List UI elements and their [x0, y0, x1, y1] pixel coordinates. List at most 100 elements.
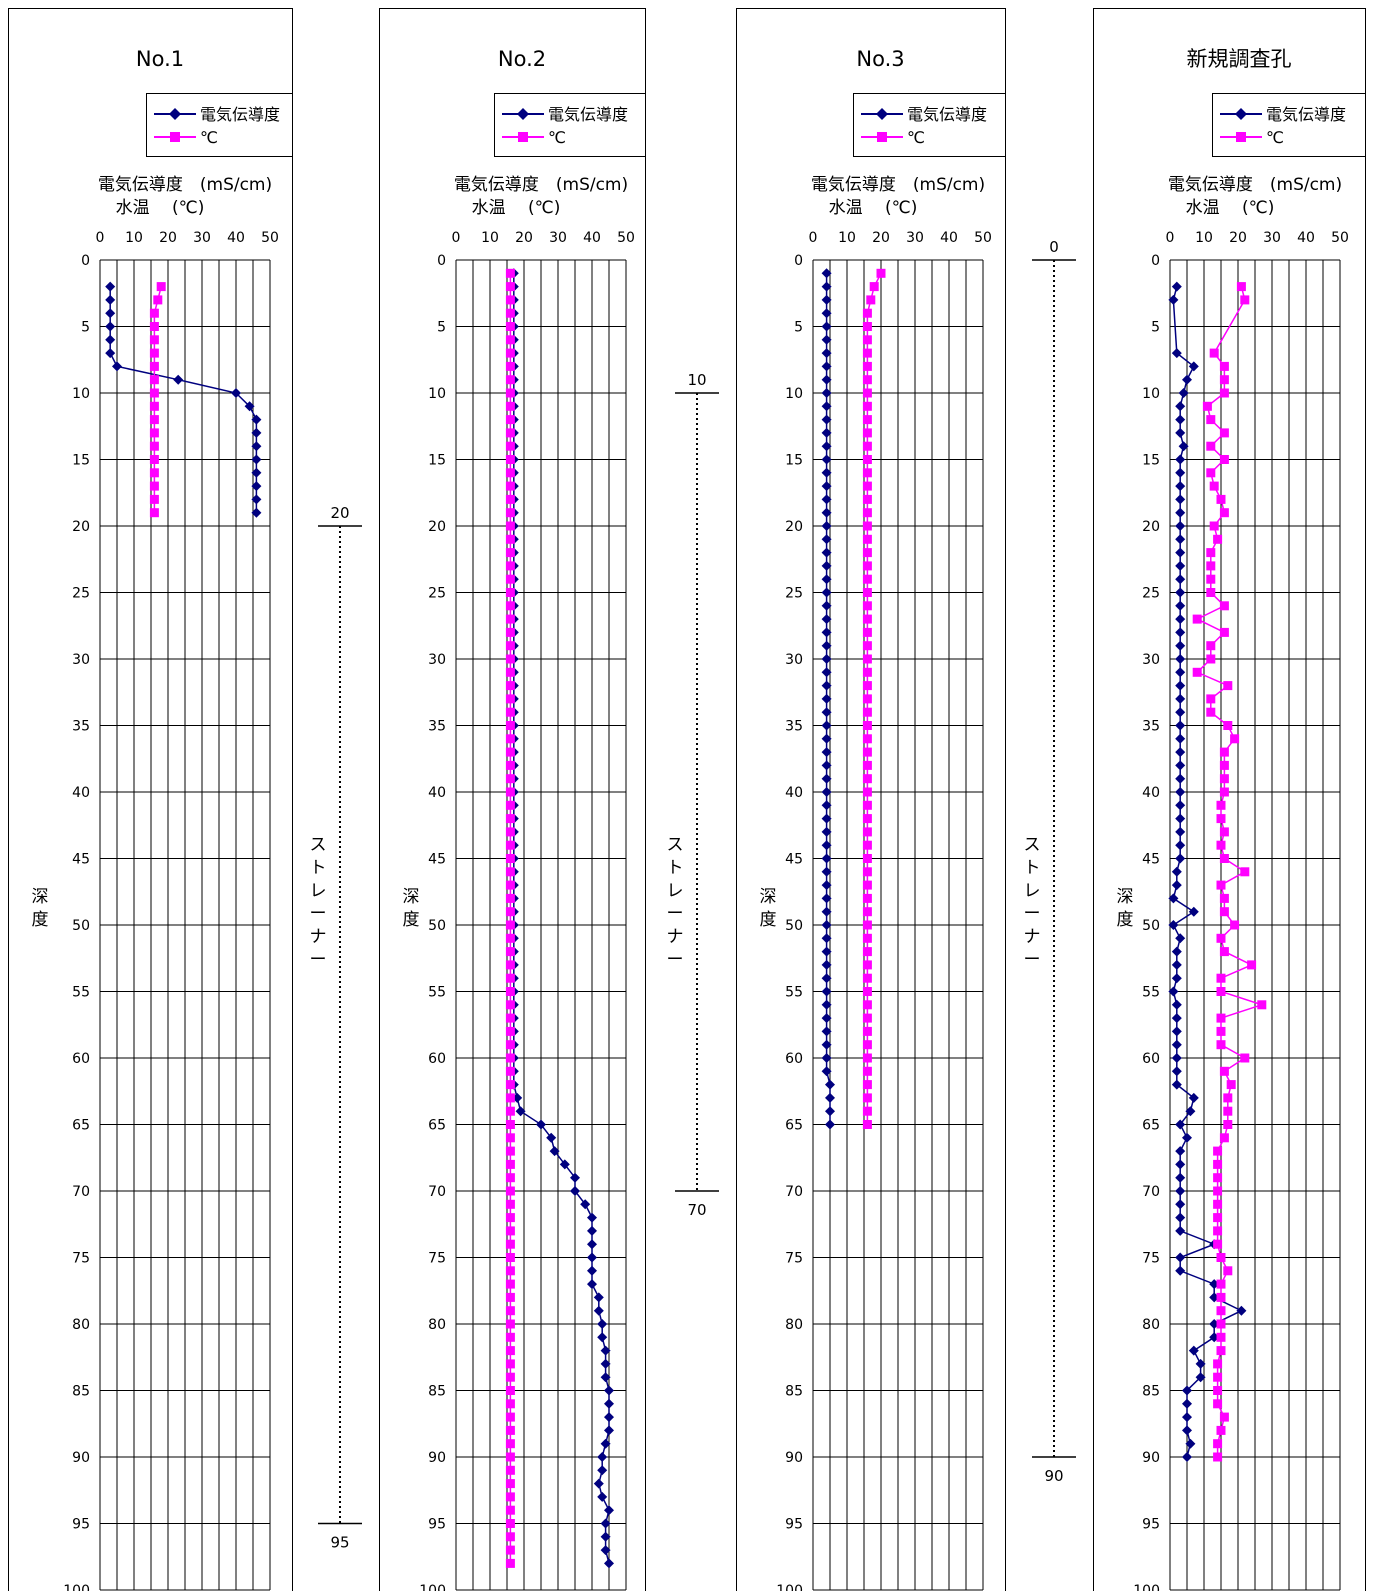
y-axis-label: 深度	[32, 887, 49, 930]
data-point	[150, 402, 159, 411]
data-point	[863, 827, 872, 836]
x-tick-label: 30	[906, 230, 924, 246]
data-point	[506, 575, 515, 584]
data-point	[1220, 1413, 1229, 1422]
strainer-label-char: ト	[310, 858, 327, 878]
data-point	[1206, 655, 1215, 664]
y-tick-label: 30	[72, 652, 90, 668]
data-point	[1206, 442, 1215, 451]
legend-marker-temperature	[518, 132, 528, 142]
data-point	[863, 428, 872, 437]
data-point	[506, 1107, 515, 1116]
data-point	[1175, 814, 1185, 824]
data-point	[1217, 1306, 1226, 1315]
data-point	[1217, 1346, 1226, 1355]
data-point	[1220, 894, 1229, 903]
data-point	[863, 788, 872, 797]
data-point	[1182, 375, 1192, 385]
data-point	[1240, 1054, 1249, 1063]
data-point	[597, 1319, 607, 1329]
x-axis-label-conductivity: 電気伝導度 (mS/cm)	[1168, 175, 1342, 195]
data-point	[506, 867, 515, 876]
chart-panel-3: No.3電気伝導度℃電気伝導度 (mS/cm)水温 (℃)0 10 20 30 40 50…	[737, 9, 1006, 1591]
x-tick-label: 40	[1297, 230, 1315, 246]
data-point	[863, 655, 872, 664]
plot-grid	[1170, 260, 1340, 1590]
data-point	[506, 708, 515, 717]
data-point	[1220, 774, 1229, 783]
data-point	[506, 1320, 515, 1329]
data-point	[1217, 801, 1226, 810]
data-point	[1220, 375, 1229, 384]
data-point	[506, 322, 515, 331]
y-tick-label: 40	[785, 785, 803, 801]
data-point	[863, 455, 872, 464]
x-tick-label: 40	[227, 230, 245, 246]
data-point	[863, 389, 872, 398]
data-point	[604, 1425, 614, 1435]
data-point	[604, 1386, 614, 1396]
y-tick-label: 10	[785, 386, 803, 402]
data-point	[506, 1226, 515, 1235]
data-point	[506, 1213, 515, 1222]
data-point	[506, 1080, 515, 1089]
chart-title: 新規調査孔	[1187, 47, 1292, 71]
strainer-label-char: レ	[1024, 881, 1041, 901]
strainer-label: ストレーナー	[310, 835, 327, 970]
strainer-label: ストレーナー	[667, 835, 684, 970]
data-point	[1213, 1213, 1222, 1222]
data-point	[506, 1014, 515, 1023]
data-point	[1175, 614, 1185, 624]
data-point	[506, 1147, 515, 1156]
strainer-indicator: 090ストレーナー	[1024, 238, 1077, 1485]
series-line	[514, 273, 609, 1563]
data-point	[1237, 282, 1246, 291]
y-tick-label: 50	[1142, 918, 1160, 934]
data-point	[1223, 1266, 1232, 1275]
data-point	[1220, 788, 1229, 797]
data-point	[506, 1253, 515, 1262]
data-point	[863, 495, 872, 504]
data-point	[863, 721, 872, 730]
data-point	[1175, 494, 1185, 504]
data-point	[1175, 548, 1185, 558]
data-point	[506, 788, 515, 797]
y-tick-label: 45	[72, 852, 90, 868]
data-point	[150, 322, 159, 331]
data-point	[863, 575, 872, 584]
x-axis-label-temperature: 水温 (℃)	[829, 198, 918, 218]
y-axis-label-char: 度	[760, 910, 777, 930]
data-point	[506, 748, 515, 757]
data-point	[1220, 455, 1229, 464]
data-point	[506, 335, 515, 344]
data-point	[1182, 1133, 1192, 1143]
data-point	[1175, 933, 1185, 943]
y-axis-label-char: 度	[403, 910, 420, 930]
y-tick-label: 20	[1142, 519, 1160, 535]
data-point	[506, 734, 515, 743]
data-point	[1175, 1159, 1185, 1169]
data-point	[506, 881, 515, 890]
y-tick-label: 5	[1151, 320, 1160, 336]
data-point	[150, 495, 159, 504]
data-point	[506, 535, 515, 544]
chart-panel-2: No.2電気伝導度℃電気伝導度 (mS/cm)水温 (℃)0 10 20 30 40 50…	[380, 9, 646, 1591]
y-tick-label: 80	[1142, 1317, 1160, 1333]
data-point	[506, 1413, 515, 1422]
data-point	[1213, 1373, 1222, 1382]
data-point	[863, 694, 872, 703]
data-point	[863, 309, 872, 318]
data-point	[863, 1040, 872, 1049]
strainer-bottom-label: 90	[1044, 1467, 1063, 1485]
y-tick-label: 0	[81, 253, 90, 269]
y-tick-label: 85	[1142, 1384, 1160, 1400]
x-tick-label: 0	[1166, 230, 1175, 246]
y-tick-label: 15	[1142, 453, 1160, 469]
data-point	[1210, 522, 1219, 531]
data-point	[1220, 389, 1229, 398]
y-tick-label: 90	[1142, 1450, 1160, 1466]
data-point	[597, 1332, 607, 1342]
y-tick-label: 65	[72, 1118, 90, 1134]
x-axis-label-temperature: 水温 (℃)	[1186, 198, 1275, 218]
data-point	[863, 362, 872, 371]
